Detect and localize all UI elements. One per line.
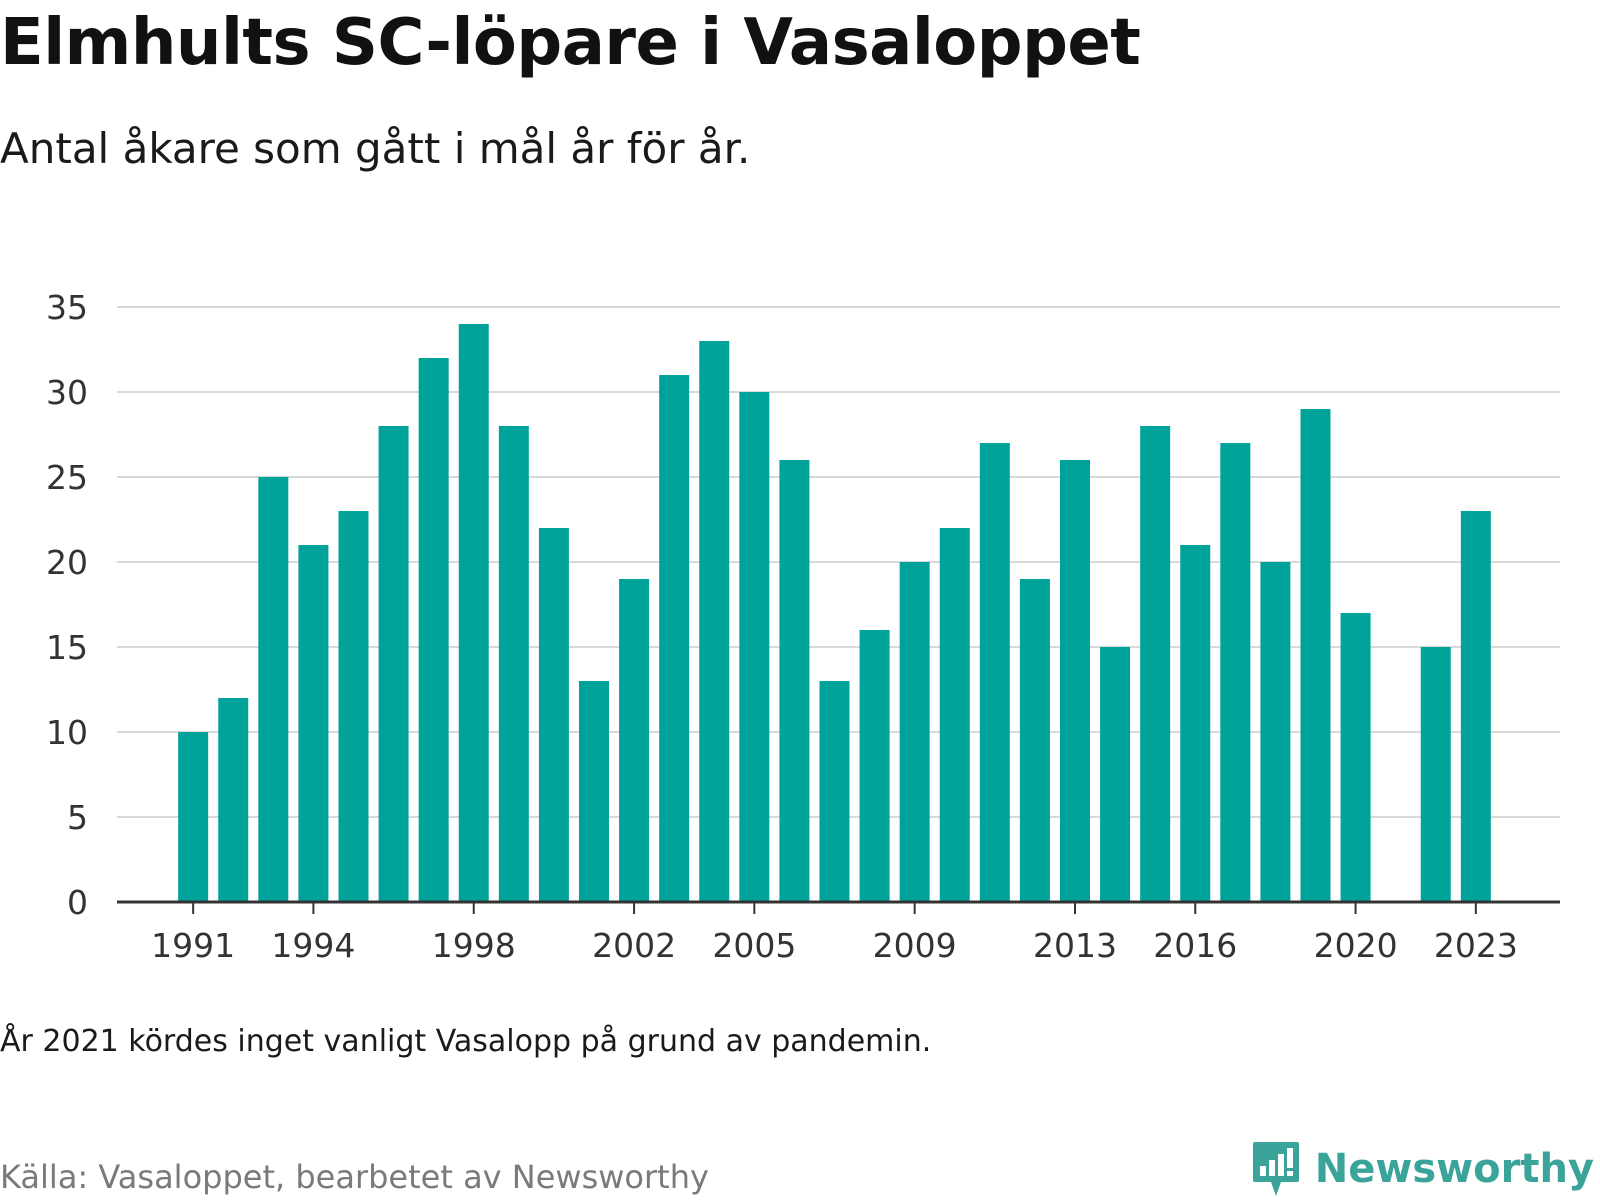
x-tick-label: 1994 bbox=[271, 926, 355, 965]
bar-2001 bbox=[578, 681, 609, 902]
x-tick-label: 2005 bbox=[712, 926, 796, 965]
bar-2014 bbox=[1100, 647, 1131, 902]
x-tick-label: 1998 bbox=[432, 926, 516, 965]
bar-2020 bbox=[1340, 613, 1371, 902]
x-tick-label: 2009 bbox=[873, 926, 957, 965]
bar-2013 bbox=[1059, 460, 1090, 902]
bar-1996 bbox=[378, 426, 409, 902]
axis-labels: 0 5 10 15 20 25 30 35 1991 1994 1998 2002 2005 2009 20… bbox=[46, 288, 1518, 965]
bar-2022 bbox=[1420, 647, 1451, 902]
bar-2002 bbox=[619, 579, 650, 902]
bar-2003 bbox=[659, 375, 690, 902]
y-tick-label: 30 bbox=[46, 373, 88, 412]
bar-2011 bbox=[979, 443, 1010, 902]
x-tick-label: 2023 bbox=[1434, 926, 1518, 965]
bar-2000 bbox=[538, 528, 569, 902]
bar-2009 bbox=[899, 562, 930, 902]
brand-name: Newsworthy bbox=[1314, 1146, 1594, 1192]
bar-1995 bbox=[338, 511, 369, 902]
bar-1993 bbox=[258, 477, 289, 902]
brand[interactable]: Newsworthy bbox=[1251, 1140, 1594, 1198]
bar-2012 bbox=[1019, 579, 1050, 902]
bar-1994 bbox=[298, 545, 329, 902]
x-axis bbox=[117, 900, 1560, 914]
x-tick-label: 1991 bbox=[151, 926, 235, 965]
x-tick-label: 2020 bbox=[1314, 926, 1398, 965]
bar-1991 bbox=[178, 732, 209, 902]
y-tick-label: 0 bbox=[67, 883, 88, 922]
bar-1999 bbox=[498, 426, 529, 902]
bars bbox=[178, 324, 1491, 902]
bar-2010 bbox=[939, 528, 970, 902]
chart-subtitle: Antal åkare som gått i mål år för år. bbox=[0, 124, 751, 173]
y-tick-label: 35 bbox=[46, 288, 88, 327]
bar-2016 bbox=[1180, 545, 1211, 902]
bar-2015 bbox=[1140, 426, 1171, 902]
bar-2005 bbox=[739, 392, 770, 902]
newsworthy-logo-icon bbox=[1252, 1142, 1299, 1196]
y-tick-label: 20 bbox=[46, 543, 88, 582]
bar-2023 bbox=[1460, 511, 1491, 902]
chart-title: Elmhults SC-löpare i Vasaloppet bbox=[0, 6, 1141, 80]
bar-1992 bbox=[218, 698, 249, 902]
bar-1997 bbox=[418, 358, 449, 902]
bar-2006 bbox=[779, 460, 810, 902]
y-tick-label: 5 bbox=[67, 798, 88, 837]
source-text: Källa: Vasaloppet, bearbetet av Newswort… bbox=[0, 1158, 709, 1196]
x-tick-label: 2016 bbox=[1153, 926, 1237, 965]
bar-2018 bbox=[1260, 562, 1291, 902]
x-tick-label: 2013 bbox=[1033, 926, 1117, 965]
y-tick-label: 25 bbox=[46, 458, 88, 497]
x-tick-label: 2002 bbox=[592, 926, 676, 965]
bar-1998 bbox=[458, 324, 489, 902]
y-tick-label: 15 bbox=[46, 628, 88, 667]
bar-2017 bbox=[1220, 443, 1251, 902]
bar-2019 bbox=[1300, 409, 1331, 902]
bar-2007 bbox=[819, 681, 850, 902]
chart-note: År 2021 kördes inget vanligt Vasalopp på… bbox=[0, 1024, 932, 1059]
bar-2004 bbox=[699, 341, 730, 902]
bar-2008 bbox=[859, 630, 890, 902]
y-tick-label: 10 bbox=[46, 713, 88, 752]
